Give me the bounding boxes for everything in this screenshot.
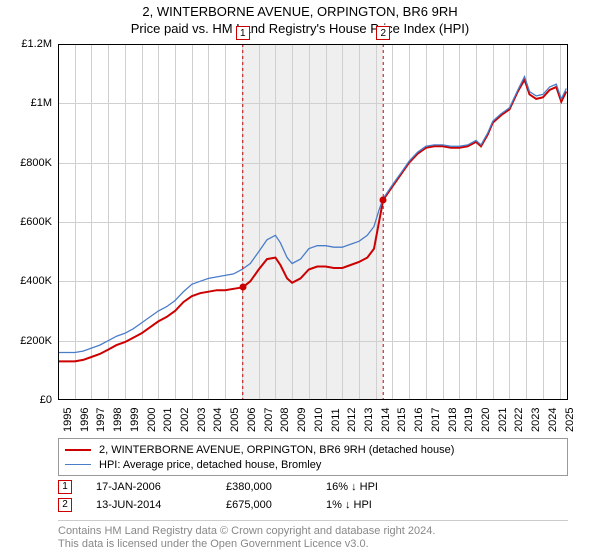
sale-event-index: 2 bbox=[58, 498, 72, 512]
x-axis-tick-label: 1996 bbox=[79, 408, 91, 432]
x-axis-tick-label: 2002 bbox=[179, 408, 191, 432]
x-axis-tick-label: 2015 bbox=[396, 408, 408, 432]
x-axis-tick-label: 1999 bbox=[129, 408, 141, 432]
x-axis-tick-label: 2001 bbox=[162, 408, 174, 432]
x-axis-tick-label: 2011 bbox=[330, 408, 342, 432]
sale-event-hpi-delta: 16% ↓ HPI bbox=[326, 481, 416, 493]
x-axis-tick-label: 2005 bbox=[229, 408, 241, 432]
x-axis-tick-label: 1995 bbox=[62, 408, 74, 432]
plot-area: £0£200K£400K£600K£800K£1M£1.2M1995199619… bbox=[58, 44, 568, 400]
legend-box: 2, WINTERBORNE AVENUE, ORPINGTON, BR6 9R… bbox=[58, 438, 568, 476]
sale-marker-dot bbox=[380, 196, 387, 203]
legend-swatch bbox=[65, 464, 91, 465]
sale-event-price: £380,000 bbox=[226, 481, 326, 493]
x-axis-tick-label: 2018 bbox=[447, 408, 459, 432]
y-axis-tick-label: £0 bbox=[2, 394, 52, 406]
sale-event-index: 1 bbox=[58, 480, 72, 494]
sale-events-table: 1 17-JAN-2006£380,00016% ↓ HPI 2 13-JUN-201… bbox=[58, 478, 568, 514]
y-axis-tick-label: £200K bbox=[2, 335, 52, 347]
sale-event-row: 2 13-JUN-2014£675,0001% ↓ HPI bbox=[58, 496, 568, 514]
chart-container: 2, WINTERBORNE AVENUE, ORPINGTON, BR6 9R… bbox=[0, 0, 600, 560]
x-axis-tick-label: 2016 bbox=[413, 408, 425, 432]
x-axis-tick-label: 2023 bbox=[530, 408, 542, 432]
title-block: 2, WINTERBORNE AVENUE, ORPINGTON, BR6 9R… bbox=[0, 0, 600, 36]
x-axis-tick-label: 1998 bbox=[112, 408, 124, 432]
attribution-footer: Contains HM Land Registry data © Crown c… bbox=[58, 520, 568, 550]
y-axis-tick-label: £600K bbox=[2, 216, 52, 228]
y-axis-tick-label: £1.2M bbox=[2, 38, 52, 50]
sale-marker-dot bbox=[239, 284, 246, 291]
x-axis-tick-label: 2007 bbox=[263, 408, 275, 432]
x-axis-tick-label: 2009 bbox=[296, 408, 308, 432]
x-axis-tick-label: 2003 bbox=[196, 408, 208, 432]
y-axis-tick-label: £800K bbox=[2, 157, 52, 169]
x-axis-tick-label: 2014 bbox=[380, 408, 392, 432]
y-axis-tick-label: £1M bbox=[2, 97, 52, 109]
chart-title-address: 2, WINTERBORNE AVENUE, ORPINGTON, BR6 9R… bbox=[0, 4, 600, 19]
chart-subtitle: Price paid vs. HM Land Registry's House … bbox=[0, 21, 600, 36]
sale-event-date: 17-JAN-2006 bbox=[96, 481, 226, 493]
sale-marker-label: 2 bbox=[376, 26, 390, 40]
legend-item: 2, WINTERBORNE AVENUE, ORPINGTON, BR6 9R… bbox=[65, 442, 561, 457]
x-axis-tick-label: 2008 bbox=[279, 408, 291, 432]
sale-event-row: 1 17-JAN-2006£380,00016% ↓ HPI bbox=[58, 478, 568, 496]
legend-swatch bbox=[65, 449, 91, 451]
x-axis-tick-label: 2017 bbox=[430, 408, 442, 432]
y-axis-tick-label: £400K bbox=[2, 275, 52, 287]
x-axis-tick-label: 2004 bbox=[212, 408, 224, 432]
plot-border bbox=[58, 44, 568, 400]
sale-event-price: £675,000 bbox=[226, 499, 326, 511]
legend-label: 2, WINTERBORNE AVENUE, ORPINGTON, BR6 9R… bbox=[99, 444, 454, 456]
x-axis-tick-label: 2013 bbox=[363, 408, 375, 432]
x-axis-tick-label: 2019 bbox=[463, 408, 475, 432]
x-axis-tick-label: 2012 bbox=[346, 408, 358, 432]
legend-item: HPI: Average price, detached house, Brom… bbox=[65, 457, 561, 472]
x-axis-tick-label: 1997 bbox=[95, 408, 107, 432]
x-axis-tick-label: 2021 bbox=[497, 408, 509, 432]
sale-event-hpi-delta: 1% ↓ HPI bbox=[326, 499, 416, 511]
x-axis-tick-label: 2000 bbox=[146, 408, 158, 432]
x-axis-tick-label: 2025 bbox=[564, 408, 576, 432]
sale-event-date: 13-JUN-2014 bbox=[96, 499, 226, 511]
x-axis-tick-label: 2020 bbox=[480, 408, 492, 432]
footer-line-2: This data is licensed under the Open Gov… bbox=[58, 538, 568, 550]
x-axis-tick-label: 2024 bbox=[547, 408, 559, 432]
legend-label: HPI: Average price, detached house, Brom… bbox=[99, 459, 321, 471]
x-axis-tick-label: 2010 bbox=[313, 408, 325, 432]
footer-line-1: Contains HM Land Registry data © Crown c… bbox=[58, 525, 568, 537]
x-axis-tick-label: 2006 bbox=[246, 408, 258, 432]
sale-marker-label: 1 bbox=[236, 26, 250, 40]
x-axis-tick-label: 2022 bbox=[513, 408, 525, 432]
